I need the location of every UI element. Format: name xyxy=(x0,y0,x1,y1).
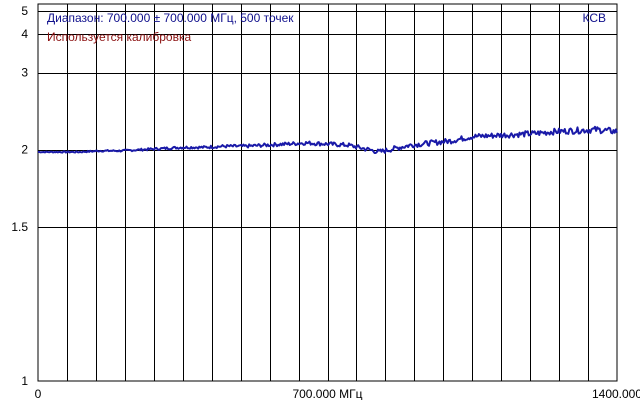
y-tick-label: 5 xyxy=(21,4,28,18)
calibration-note: Используется калибровка xyxy=(47,30,191,44)
x-axis-tick-labels: 0 700.000 МГц 1400.000 xyxy=(35,387,640,400)
x-tick-label: 700.000 МГц xyxy=(292,387,362,400)
vswr-trace xyxy=(37,125,618,154)
range-info-text: Диапазон: 700.000 ± 700.000 МГц, 500 точ… xyxy=(47,11,294,25)
y-tick-label: 1.5 xyxy=(11,220,28,234)
y-tick-label: 4 xyxy=(21,27,28,41)
x-tick-label: 0 xyxy=(35,387,42,400)
y-axis-tick-labels: 1 1.5 2 3 4 5 xyxy=(11,4,28,388)
y-tick-label: 1 xyxy=(21,374,28,388)
y-tick-label: 2 xyxy=(21,143,28,157)
y-tick-label: 3 xyxy=(21,66,28,80)
plot-frame xyxy=(37,3,618,382)
mode-label: КСВ xyxy=(582,11,606,25)
x-tick-label: 1400.000 xyxy=(592,387,640,400)
